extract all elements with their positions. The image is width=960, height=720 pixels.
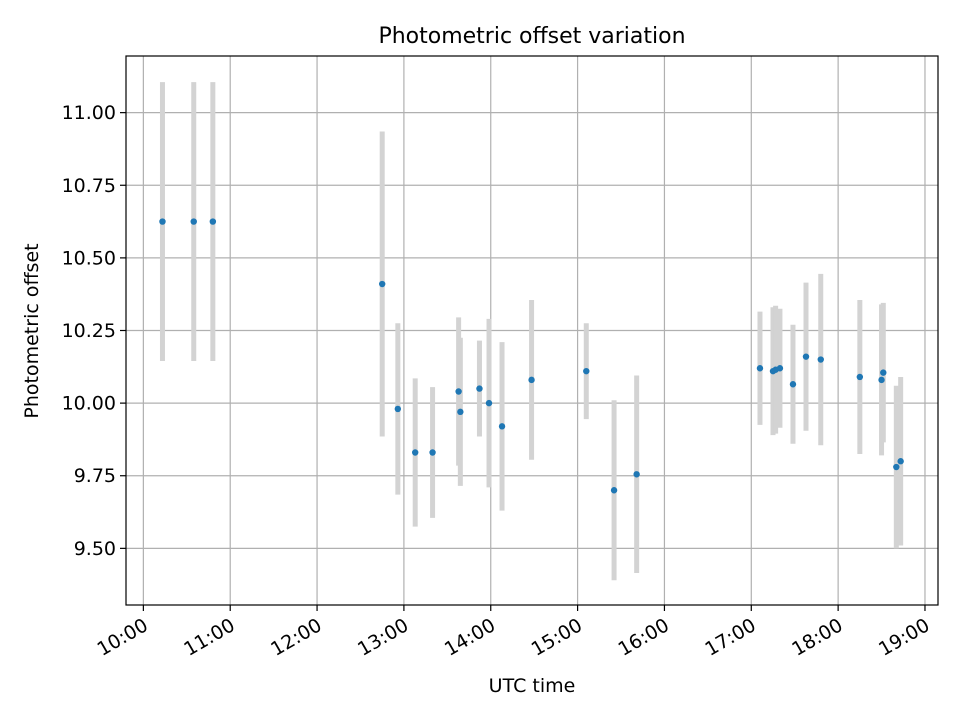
- data-point-21: [802, 353, 810, 360]
- data-point-4: [394, 405, 402, 413]
- y-tick-label: 10.50: [62, 247, 116, 269]
- chart-title: Photometric offset variation: [378, 24, 685, 49]
- data-point-10: [485, 399, 493, 407]
- data-point-8: [457, 408, 464, 416]
- data-points: [159, 218, 904, 494]
- data-point-27: [897, 458, 904, 465]
- y-tick-label: 11.00: [62, 102, 116, 124]
- data-point-12: [528, 376, 535, 384]
- data-point-25: [880, 369, 887, 376]
- data-point-7: [455, 388, 462, 395]
- data-point-22: [817, 356, 824, 363]
- data-point-2: [209, 218, 217, 225]
- data-point-14: [610, 487, 618, 494]
- y-tick-label: 10.25: [62, 320, 116, 342]
- data-point-5: [411, 449, 419, 456]
- data-point-11: [498, 423, 506, 430]
- data-point-6: [429, 449, 436, 456]
- data-point-0: [159, 218, 166, 225]
- data-point-24: [878, 376, 885, 384]
- data-point-20: [789, 381, 797, 388]
- y-tick-label: 10.75: [62, 175, 116, 197]
- data-point-15: [633, 471, 640, 478]
- data-point-26: [893, 463, 900, 471]
- data-point-16: [756, 365, 764, 372]
- data-point-19: [776, 365, 784, 372]
- data-point-13: [583, 367, 590, 375]
- y-tick-label: 9.75: [74, 465, 116, 487]
- data-point-3: [378, 280, 386, 288]
- data-point-9: [476, 385, 483, 392]
- y-axis-ticks: 9.50 9.75 10.00 10.25 10.50 10.75 11.00: [62, 102, 126, 560]
- y-axis-label: Photometric offset: [21, 243, 43, 418]
- y-tick-label: 9.50: [74, 538, 116, 560]
- data-point-1: [190, 218, 197, 225]
- data-point-23: [856, 373, 864, 381]
- y-tick-label: 10.00: [62, 393, 116, 415]
- x-axis-label: UTC time: [489, 675, 576, 697]
